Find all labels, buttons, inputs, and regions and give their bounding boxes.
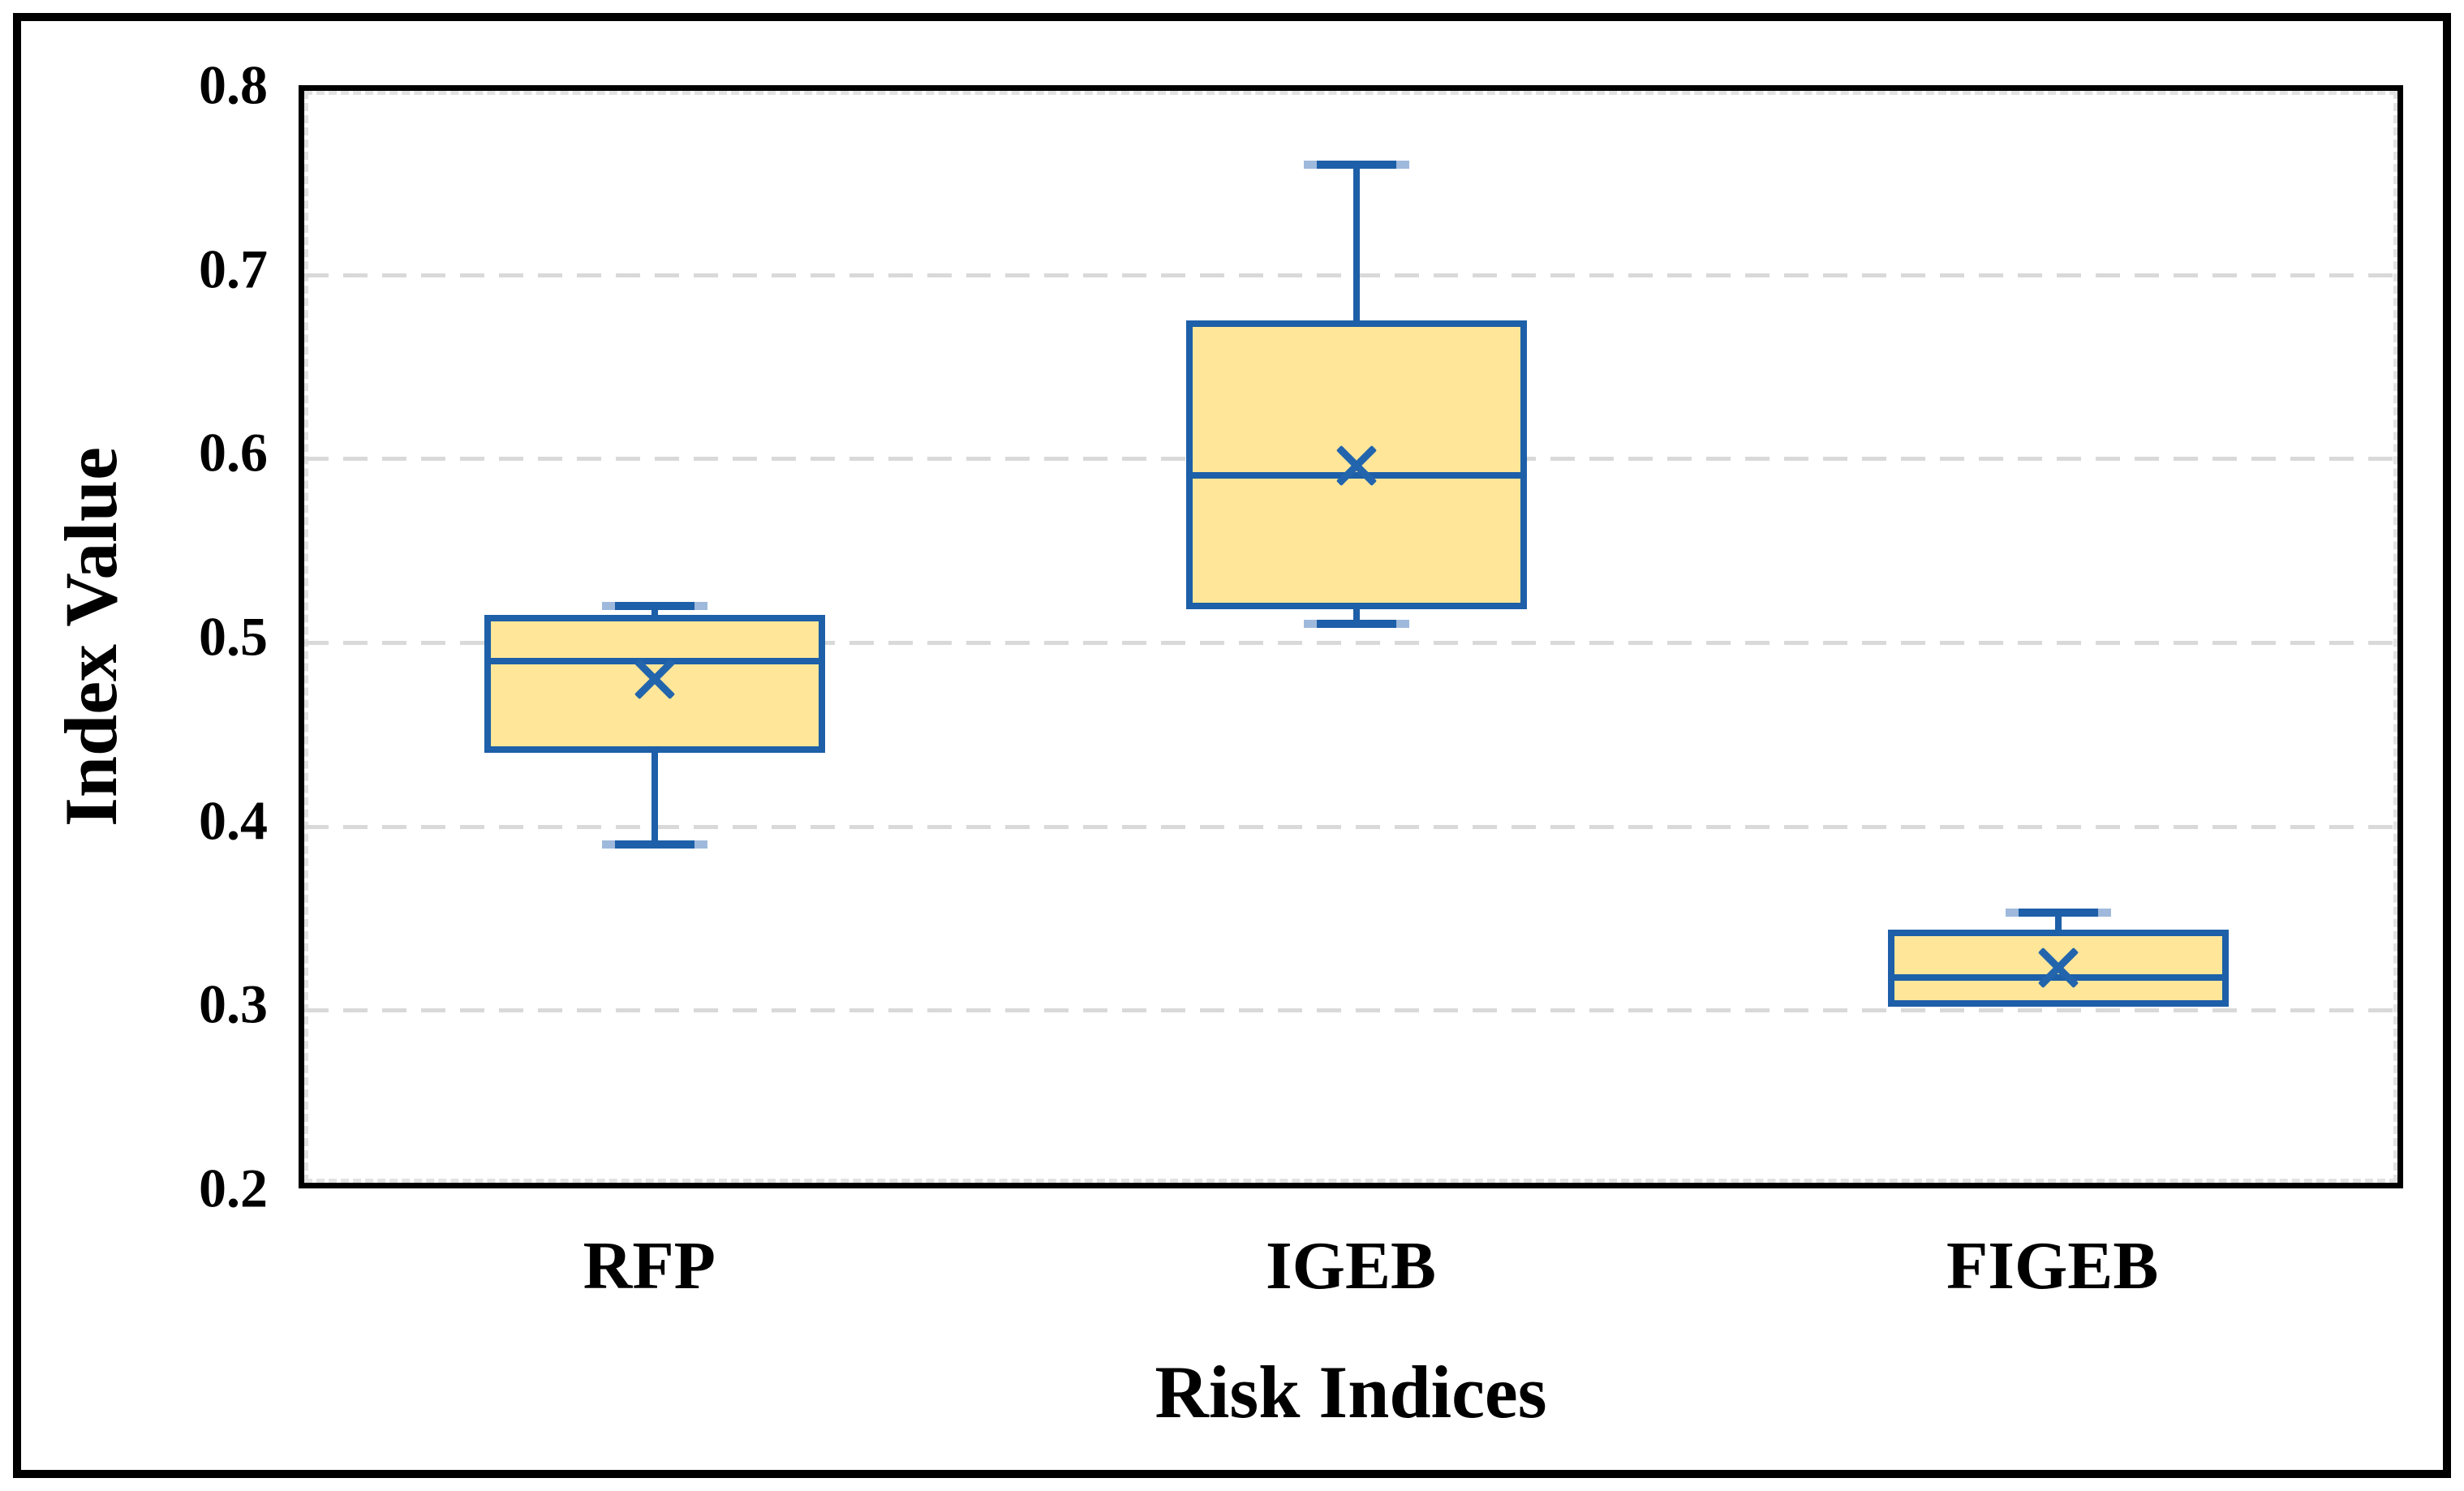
gridline-0.5 xyxy=(304,641,2397,645)
y-tick-label-0.8: 0.8 xyxy=(199,54,268,116)
median-line xyxy=(1887,973,2229,981)
plot-area xyxy=(299,85,2403,1188)
upper-whisker-stem xyxy=(2054,913,2062,930)
upper-whisker-cap xyxy=(2005,909,2111,917)
upper-whisker-stem xyxy=(651,605,659,615)
mean-x-marker xyxy=(2037,947,2079,989)
lower-whisker-cap xyxy=(1304,620,1409,629)
median-line xyxy=(484,657,826,664)
y-axis-title: Index Value xyxy=(49,447,132,827)
upper-whisker-cap xyxy=(1304,160,1409,169)
lower-whisker-stem xyxy=(1353,609,1360,625)
upper-whisker-cap xyxy=(602,601,708,610)
x-tick-label-RFP: RFP xyxy=(583,1228,716,1304)
y-tick-label-0.5: 0.5 xyxy=(199,605,268,668)
lower-whisker-cap xyxy=(602,840,708,849)
x-axis-title: Risk Indices xyxy=(1155,1351,1547,1433)
median-line xyxy=(1186,471,1527,479)
y-tick-label-0.4: 0.4 xyxy=(199,789,268,852)
upper-whisker-stem xyxy=(1353,164,1360,321)
gridline-0.3 xyxy=(304,1008,2397,1013)
mean-x-marker xyxy=(634,659,676,700)
x-tick-label-FIGEB: FIGEB xyxy=(1946,1228,2159,1304)
y-tick-label-0.6: 0.6 xyxy=(199,421,268,483)
y-tick-label-0.7: 0.7 xyxy=(199,238,268,300)
gridline-0.4 xyxy=(304,824,2397,829)
y-tick-label-0.3: 0.3 xyxy=(199,973,268,1035)
mean-x-marker xyxy=(1335,445,1378,487)
x-tick-label-IGEB: IGEB xyxy=(1265,1228,1437,1304)
y-tick-label-0.2: 0.2 xyxy=(199,1157,268,1219)
lower-whisker-stem xyxy=(651,753,659,845)
gridline-0.7 xyxy=(304,273,2397,277)
